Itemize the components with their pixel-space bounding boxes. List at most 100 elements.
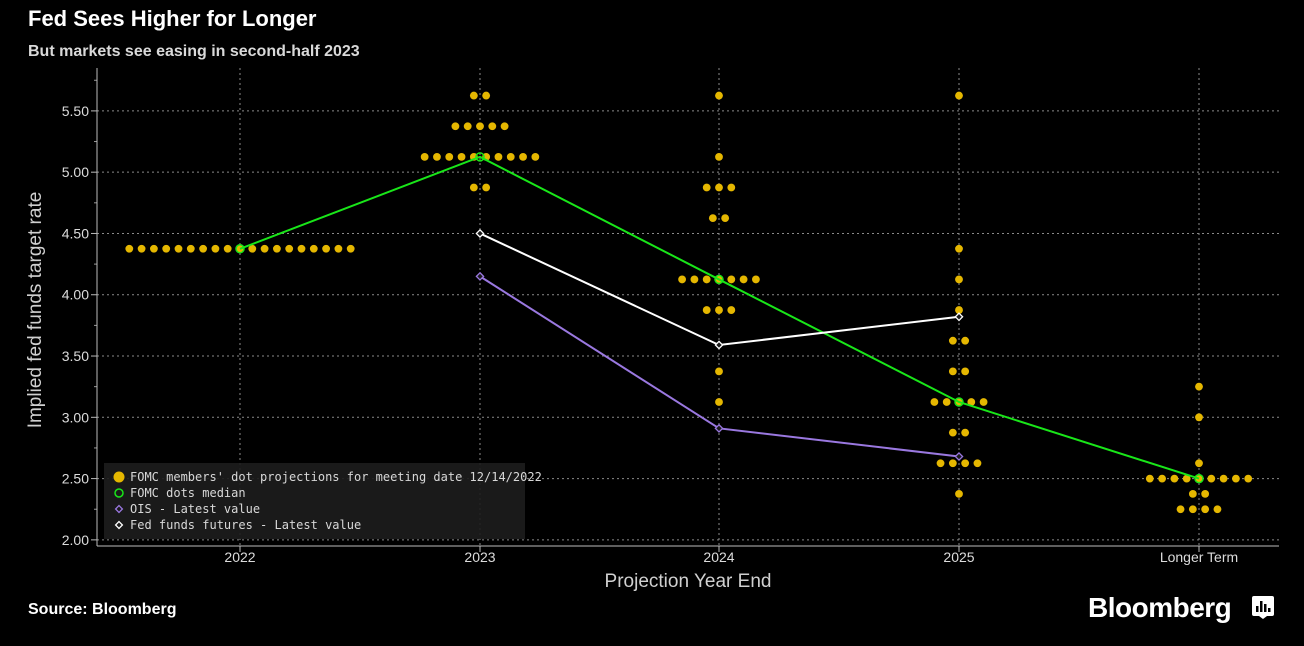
y-tick-label: 4.50 <box>62 225 89 241</box>
legend-futures-marker <box>114 520 124 530</box>
fomc-dot <box>1219 474 1228 483</box>
fomc-dot <box>1195 459 1203 468</box>
legend-box <box>104 463 525 539</box>
fomc-dot <box>322 244 330 253</box>
axes: 2.00 2.50 3.00 3.50 4.00 4.50 5.00 5.50 2022 2023… <box>25 68 1279 592</box>
fomc-dot <box>519 152 527 161</box>
fomc-dot <box>715 306 723 314</box>
legend-label: Fed funds futures - Latest value <box>130 518 361 532</box>
fomc-dot <box>702 275 711 284</box>
fomc-dot <box>482 91 491 100</box>
fomc-dot <box>1195 382 1203 391</box>
fomc-dot <box>469 91 478 100</box>
fomc-dot <box>702 183 711 192</box>
fomc-dot <box>260 244 269 253</box>
fomc-dot <box>708 214 717 223</box>
fomc-dot <box>739 275 748 284</box>
fomc-dot <box>1170 474 1179 483</box>
fomc-dot <box>715 152 723 161</box>
fomc-dot <box>930 398 939 406</box>
fomc-dot <box>457 152 466 161</box>
fomc-dot <box>955 306 963 314</box>
fomc-dot <box>174 244 183 253</box>
fomc-dot <box>1232 474 1240 483</box>
fomc-dot <box>961 336 970 345</box>
fomc-dot <box>420 152 429 161</box>
futures-point <box>954 312 964 322</box>
median-line <box>239 155 1200 480</box>
y-tick-label: 4.00 <box>62 287 89 303</box>
fomc-dot <box>721 214 730 223</box>
y-tick-label: 3.50 <box>62 348 89 364</box>
fomc-dot <box>690 275 699 284</box>
legend-median-marker <box>114 488 124 498</box>
fomc-dot <box>463 122 472 131</box>
source-note: Source: Bloomberg <box>28 601 177 618</box>
fomc-dot <box>199 244 208 253</box>
fomc-dot <box>469 183 478 192</box>
x-axis-title: Projection Year End <box>605 571 772 592</box>
bloomberg-terminal-icon <box>1252 596 1274 619</box>
fomc-dot <box>248 244 257 253</box>
fomc-dot <box>1201 490 1210 498</box>
fomc-dot <box>451 122 460 131</box>
fomc-dots <box>125 91 1253 514</box>
legend-ois-marker <box>114 504 124 514</box>
fomc-dot <box>948 336 957 345</box>
y-tick-label: 3.00 <box>62 409 89 425</box>
fomc-dot <box>955 490 963 498</box>
chart-title: Fed Sees Higher for Longer <box>28 6 317 31</box>
fomc-dot <box>948 459 957 468</box>
fomc-dot <box>494 152 503 161</box>
fomc-dot <box>482 183 491 192</box>
fomc-dot <box>715 367 723 376</box>
fomc-dot <box>334 244 343 253</box>
fomc-dot <box>942 398 951 406</box>
legend-label: FOMC dots median <box>130 486 246 500</box>
fomc-dot <box>961 428 970 437</box>
fomc-dot <box>727 306 736 314</box>
fomc-dot <box>476 122 484 131</box>
median-point <box>714 274 724 285</box>
median-point <box>235 244 245 254</box>
fomc-dot <box>223 244 232 253</box>
fomc-dot <box>1188 490 1197 498</box>
fomc-dot <box>1213 505 1222 514</box>
fomc-dot <box>285 244 294 253</box>
fomc-dot <box>967 398 976 406</box>
ois-point <box>475 271 485 281</box>
fomc-dot <box>1207 474 1216 483</box>
fomc-dot <box>678 275 686 284</box>
fomc-dot <box>309 244 318 253</box>
fomc-dot <box>1195 413 1203 422</box>
y-tick-label: 5.00 <box>62 164 89 180</box>
fomc-dot <box>961 367 970 376</box>
fomc-dot <box>273 244 281 253</box>
fomc-dot <box>488 122 497 131</box>
fomc-dot <box>702 306 711 314</box>
fomc-dot <box>727 183 736 192</box>
fomc-dot <box>1244 474 1253 483</box>
fomc-dot <box>948 367 957 376</box>
fomc-dot <box>1145 474 1154 483</box>
fomc-dot <box>715 398 723 406</box>
fomc-dot <box>433 152 441 161</box>
legend-label: OIS - Latest value <box>130 502 260 516</box>
ois-point <box>954 452 964 462</box>
fomc-dot <box>973 459 982 468</box>
fomc-dot <box>506 152 515 161</box>
fomc-dot <box>150 244 158 253</box>
fomc-dot <box>1182 474 1191 483</box>
fomc-dot <box>1188 505 1197 514</box>
median-point <box>954 397 964 407</box>
y-tick-label: 5.50 <box>62 103 89 119</box>
futures-point <box>714 340 724 350</box>
legend-dots-marker <box>113 471 125 483</box>
fomc-dot <box>979 398 988 406</box>
fomc-dot <box>531 152 540 161</box>
fomc-dot <box>752 275 760 284</box>
x-tick-label: 2022 <box>224 549 255 565</box>
futures-point <box>475 228 485 238</box>
x-tick-label: 2025 <box>943 549 974 565</box>
